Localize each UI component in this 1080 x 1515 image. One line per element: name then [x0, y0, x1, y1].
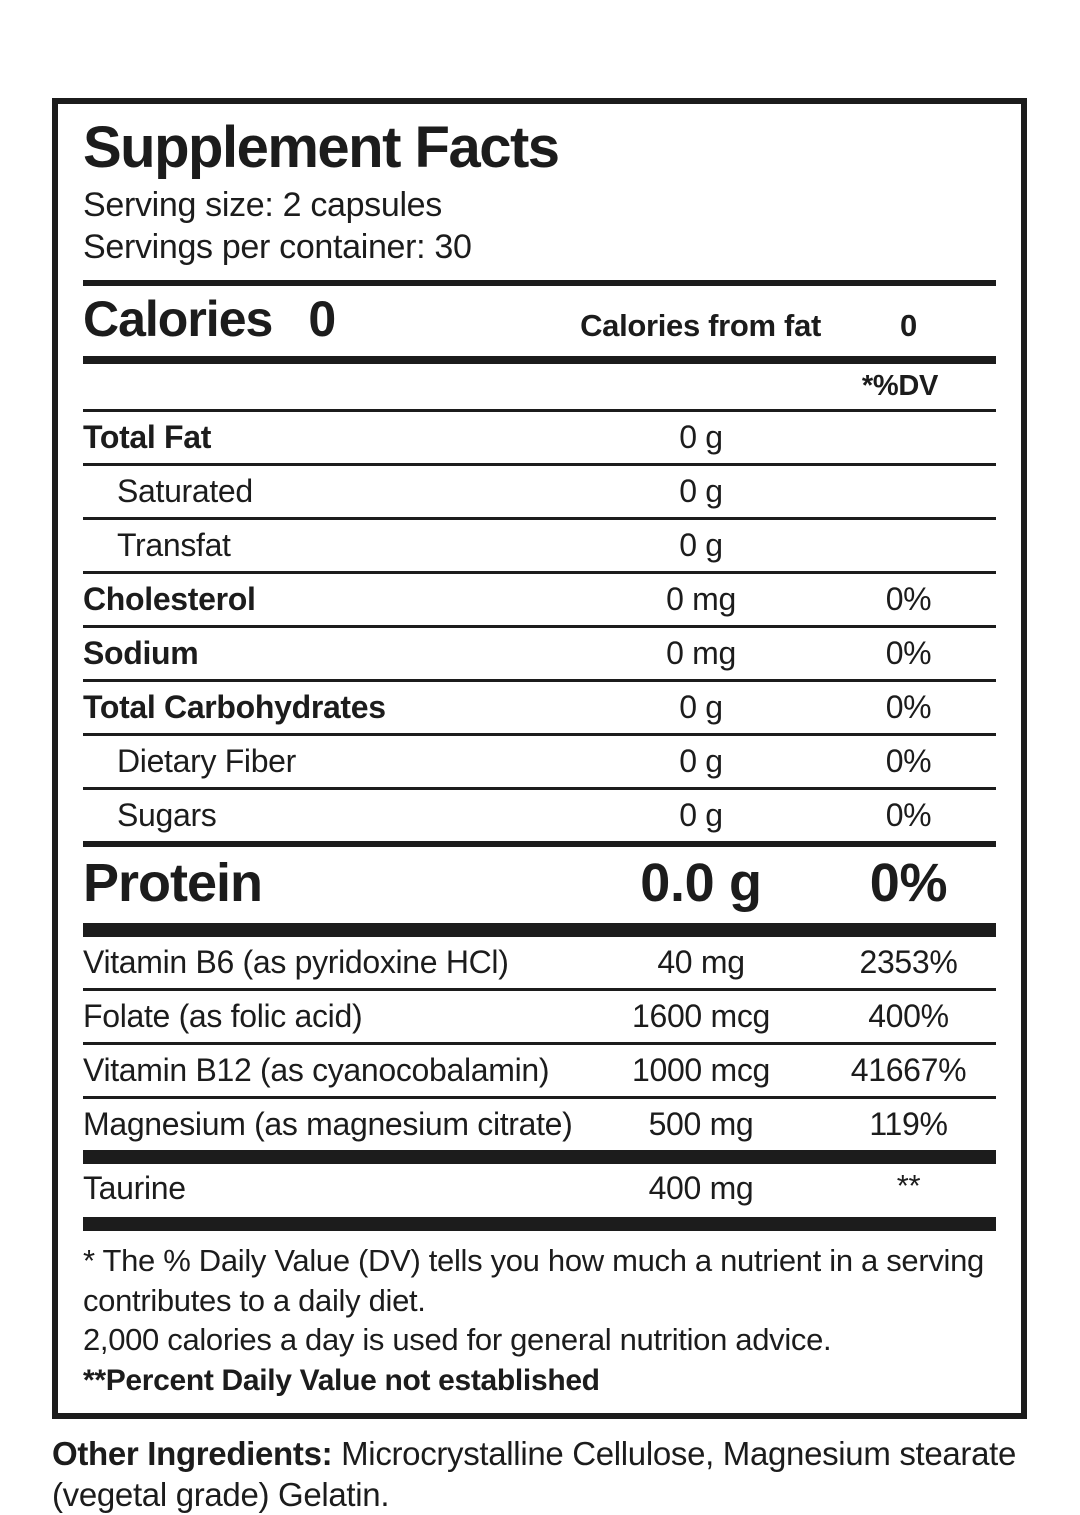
calories-row: Calories 0 Calories from fat 0	[83, 286, 996, 356]
supplement-dv: 41667%	[821, 1052, 996, 1089]
nutrient-dv: 0%	[821, 581, 996, 618]
nutrient-name: Protein	[83, 852, 581, 914]
other-ingredients-label: Other Ingredients:	[52, 1435, 332, 1472]
supplement-name: Taurine	[83, 1170, 581, 1207]
nutrient-amount: 0 g	[581, 419, 821, 456]
calories-from-fat-label: Calories from fat	[580, 308, 821, 344]
footnote-calories-advice: 2,000 calories a day is used for general…	[83, 1320, 996, 1360]
nutrient-dv: 0%	[821, 635, 996, 672]
nutrient-row-saturated: Saturated 0 g	[83, 463, 996, 517]
nutrient-dv: 0%	[821, 852, 996, 914]
footnote-not-established: **Percent Daily Value not established	[83, 1362, 996, 1400]
nutrient-row-dietary-fiber: Dietary Fiber 0 g 0%	[83, 733, 996, 787]
nutrient-name: Sodium	[83, 635, 581, 672]
divider	[83, 356, 996, 364]
protein-row: Protein 0.0 g 0%	[83, 847, 996, 923]
supplement-facts-panel: Supplement Facts Serving size: 2 capsule…	[52, 98, 1027, 1419]
supplement-row-vitamin-b12: Vitamin B12 (as cyanocobalamin) 1000 mcg…	[83, 1042, 996, 1096]
nutrient-amount: 0 mg	[581, 581, 821, 618]
supplement-dv: 119%	[821, 1106, 996, 1143]
calories-label: Calories	[83, 290, 272, 348]
nutrient-row-total-carbohydrates: Total Carbohydrates 0 g 0%	[83, 679, 996, 733]
calories-value: 0	[308, 290, 336, 348]
nutrient-amount: 0 g	[581, 797, 821, 834]
daily-value-header: *%DV	[83, 364, 996, 409]
nutrient-dv: 0%	[821, 797, 996, 834]
nutrient-row-cholesterol: Cholesterol 0 mg 0%	[83, 571, 996, 625]
thick-divider	[83, 1217, 996, 1231]
supplement-amount: 1600 mcg	[581, 998, 821, 1035]
nutrient-amount: 0 g	[581, 473, 821, 510]
nutrient-row-total-fat: Total Fat 0 g	[83, 412, 996, 463]
nutrient-name: Transfat	[83, 527, 581, 564]
supplement-dv-not-established-mark: **	[821, 1172, 996, 1200]
supplement-amount: 1000 mcg	[581, 1052, 821, 1089]
supplement-amount: 40 mg	[581, 944, 821, 981]
supplement-name: Folate (as folic acid)	[83, 998, 581, 1035]
nutrient-row-sugars: Sugars 0 g 0%	[83, 787, 996, 841]
nutrient-amount: 0 g	[581, 743, 821, 780]
nutrient-amount: 0.0 g	[581, 852, 821, 914]
supplement-name: Vitamin B6 (as pyridoxine HCl)	[83, 944, 581, 981]
nutrient-dv: 0%	[821, 689, 996, 726]
supplement-dv: 400%	[821, 998, 996, 1035]
thick-divider	[83, 923, 996, 937]
nutrient-name: Total Carbohydrates	[83, 689, 581, 726]
nutrient-amount: 0 g	[581, 527, 821, 564]
supplement-row-magnesium: Magnesium (as magnesium citrate) 500 mg …	[83, 1096, 996, 1150]
supplement-row-folate: Folate (as folic acid) 1600 mcg 400%	[83, 988, 996, 1042]
supplement-row-vitamin-b6: Vitamin B6 (as pyridoxine HCl) 40 mg 235…	[83, 937, 996, 988]
supplement-row-taurine: Taurine 400 mg **	[83, 1164, 996, 1217]
nutrient-name: Cholesterol	[83, 581, 581, 618]
nutrient-name: Sugars	[83, 797, 581, 834]
other-ingredients: Other Ingredients: Microcrystalline Cell…	[52, 1433, 1027, 1515]
panel-title: Supplement Facts	[83, 118, 996, 177]
nutrient-row-transfat: Transfat 0 g	[83, 517, 996, 571]
nutrient-dv: 0%	[821, 743, 996, 780]
supplement-amount: 400 mg	[581, 1170, 821, 1207]
nutrient-row-sodium: Sodium 0 mg 0%	[83, 625, 996, 679]
nutrient-name: Total Fat	[83, 419, 581, 456]
servings-per-container: Servings per container: 30	[83, 227, 996, 268]
supplement-dv: 2353%	[821, 944, 996, 981]
footnote-daily-value: * The % Daily Value (DV) tells you how m…	[83, 1241, 996, 1320]
nutrient-amount: 0 g	[581, 689, 821, 726]
nutrient-name: Saturated	[83, 473, 581, 510]
thick-divider	[83, 1150, 996, 1164]
nutrient-amount: 0 mg	[581, 635, 821, 672]
supplement-name: Vitamin B12 (as cyanocobalamin)	[83, 1052, 581, 1089]
serving-size: Serving size: 2 capsules	[83, 185, 996, 226]
supplement-amount: 500 mg	[581, 1106, 821, 1143]
supplement-name: Magnesium (as magnesium citrate)	[83, 1106, 581, 1143]
nutrient-name: Dietary Fiber	[83, 743, 581, 780]
footnotes: * The % Daily Value (DV) tells you how m…	[83, 1231, 996, 1400]
calories-from-fat-value: 0	[821, 308, 996, 344]
